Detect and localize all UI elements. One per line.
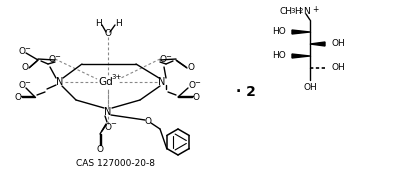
Text: H: H — [115, 19, 121, 29]
Text: O: O — [189, 82, 196, 90]
Text: 3+: 3+ — [112, 74, 122, 80]
Polygon shape — [310, 42, 325, 46]
Text: HO: HO — [272, 52, 286, 60]
Text: O: O — [15, 92, 21, 102]
Polygon shape — [292, 54, 310, 58]
Text: H: H — [96, 19, 102, 29]
Text: O: O — [19, 48, 25, 56]
Text: CAS 127000-20-8: CAS 127000-20-8 — [76, 159, 154, 169]
Text: O: O — [145, 118, 152, 126]
Text: −: − — [24, 46, 30, 52]
Polygon shape — [292, 30, 310, 34]
Text: −: − — [110, 121, 116, 127]
Text: HO: HO — [272, 27, 286, 37]
Text: 3: 3 — [290, 8, 295, 14]
Text: O: O — [192, 92, 200, 102]
Text: CH: CH — [280, 7, 293, 17]
Text: +: + — [312, 5, 318, 15]
Text: O: O — [105, 29, 112, 39]
Text: O: O — [105, 122, 112, 132]
Text: OH: OH — [332, 64, 346, 72]
Text: N: N — [104, 107, 112, 117]
Text: OH: OH — [303, 84, 317, 92]
Text: O: O — [160, 56, 166, 64]
Text: O: O — [21, 62, 29, 72]
Text: H: H — [294, 7, 301, 17]
Text: O: O — [48, 56, 55, 64]
Text: O: O — [19, 82, 25, 90]
Text: N: N — [303, 7, 310, 17]
Text: −: − — [54, 54, 60, 60]
Text: · 2: · 2 — [236, 85, 256, 99]
Text: −: − — [194, 80, 200, 86]
Text: N: N — [158, 77, 166, 87]
Text: −: − — [165, 54, 171, 60]
Text: Gd: Gd — [99, 77, 114, 87]
Text: OH: OH — [332, 39, 346, 48]
Text: O: O — [187, 62, 194, 72]
Text: 2: 2 — [299, 8, 303, 14]
Text: O: O — [97, 145, 103, 153]
Text: −: − — [24, 80, 30, 86]
Text: N: N — [56, 77, 64, 87]
